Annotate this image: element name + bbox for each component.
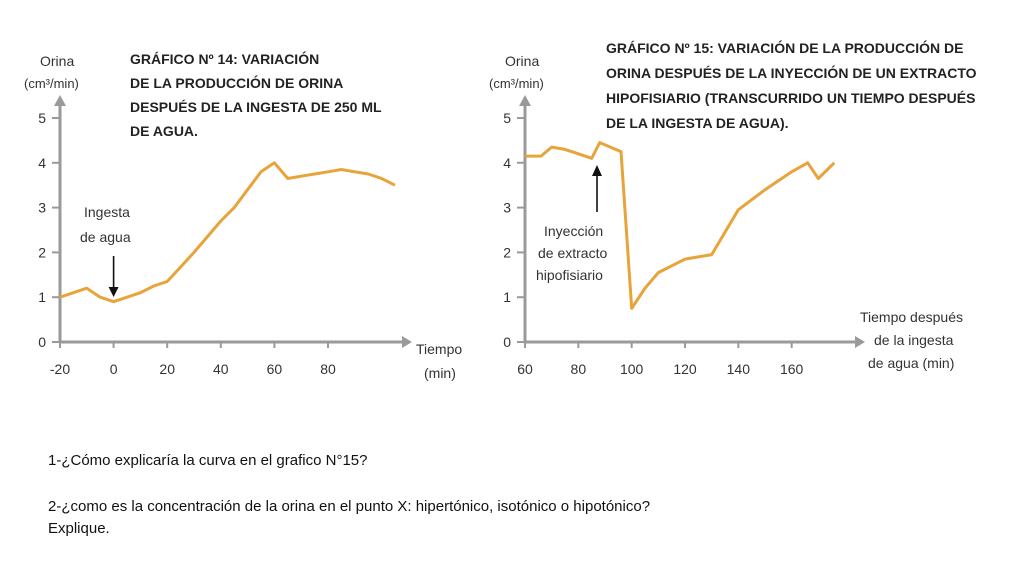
chart-14-title-line-4: DE AGUA. xyxy=(130,123,198,139)
chart-14-x-tick-label: 60 xyxy=(267,361,283,377)
chart-15-ylabel-line-1: Orina xyxy=(505,53,539,69)
chart-15-y-tick-label: 3 xyxy=(503,200,511,216)
chart-14-y-tick-label: 1 xyxy=(38,289,46,305)
chart-14-xlabel-line-1: Tiempo xyxy=(416,341,462,357)
chart-15-ylabel-line-2: (cm³/min) xyxy=(489,76,544,91)
chart-15-y-tick-label: 0 xyxy=(503,334,511,350)
chart-14-title-line-1: GRÁFICO Nº 14: VARIACIÓN xyxy=(130,50,319,67)
chart-14-annotation-line-2: de agua xyxy=(80,229,131,245)
chart-15-annotation-arrowhead xyxy=(592,165,602,176)
chart-14-xlabel-line-2: (min) xyxy=(424,365,456,381)
chart-14-x-tick-label: 0 xyxy=(110,361,118,377)
chart-15-annotation-line-3: hipofisiario xyxy=(536,267,603,283)
chart-15-x-tick-label: 120 xyxy=(673,361,697,377)
chart-14-x-tick-label: 20 xyxy=(159,361,175,377)
chart-15-y-tick-label: 1 xyxy=(503,289,511,305)
chart-15-x-tick-label: 80 xyxy=(571,361,587,377)
question-2: 2-¿como es la concentración de la orina … xyxy=(48,498,651,515)
chart-15-title-line-2: ORINA DESPUÉS DE LA INYECCIÓN DE UN EXTR… xyxy=(606,64,977,81)
chart-15-x-tick-label: 140 xyxy=(727,361,751,377)
chart-14-annotation-arrowhead xyxy=(108,287,119,297)
chart-15-y-tick-label: 4 xyxy=(503,155,511,171)
chart-14-y-tick-label: 0 xyxy=(38,334,46,350)
chart-15-xlabel-line-1: Tiempo después xyxy=(860,309,963,325)
chart-14-y-axis-arrow xyxy=(54,95,66,106)
chart-15-x-tick-label: 100 xyxy=(620,361,644,377)
chart-14-y-tick-label: 2 xyxy=(38,244,46,260)
chart-14-y-tick-label: 4 xyxy=(38,155,46,171)
chart-14-title-line-2: DE LA PRODUCCIÓN DE ORINA xyxy=(130,74,343,91)
chart-15: GRÁFICO Nº 15: VARIACIÓN DE LA PRODUCCIÓ… xyxy=(489,39,977,377)
chart-15-y-tick-label: 5 xyxy=(503,110,511,126)
chart-14-x-tick-label: 40 xyxy=(213,361,229,377)
chart-14-title-line-3: DESPUÉS DE LA INGESTA DE 250 ML xyxy=(130,99,382,115)
chart-14-x-axis-arrow xyxy=(402,336,412,348)
chart-14-annotation-line-1: Ingesta xyxy=(84,204,130,220)
chart-15-x-tick-label: 60 xyxy=(517,361,533,377)
chart-15-title-line-4: DE LA INGESTA DE AGUA). xyxy=(606,115,789,131)
chart-15-xlabel-line-2: de la ingesta xyxy=(874,332,954,348)
question-1: 1-¿Cómo explicaría la curva en el grafic… xyxy=(48,452,368,469)
chart-15-xlabel-line-3: de agua (min) xyxy=(868,355,954,371)
chart-14-ylabel-line-2: (cm³/min) xyxy=(24,76,79,91)
chart-15-y-axis-arrow xyxy=(519,95,531,106)
chart-14-x-tick-label: 80 xyxy=(320,361,336,377)
chart-15-y-tick-label: 2 xyxy=(503,244,511,260)
question-2-continued: Explique. xyxy=(48,520,110,537)
chart-15-annotation-line-2: de extracto xyxy=(538,245,607,261)
chart-14-y-tick-label: 3 xyxy=(38,200,46,216)
chart-14-ylabel-line-1: Orina xyxy=(40,53,74,69)
chart-14: GRÁFICO Nº 14: VARIACIÓN DE LA PRODUCCIÓ… xyxy=(24,50,462,381)
chart-15-annotation-line-1: Inyección xyxy=(544,223,603,239)
chart-14-y-tick-label: 5 xyxy=(38,110,46,126)
chart-15-x-axis-arrow xyxy=(855,336,865,348)
chart-15-x-tick-label: 160 xyxy=(780,361,804,377)
chart-15-title-line-1: GRÁFICO Nº 15: VARIACIÓN DE LA PRODUCCIÓ… xyxy=(606,39,963,56)
chart-15-title-line-3: HIPOFISIARIO (TRANSCURRIDO UN TIEMPO DES… xyxy=(606,90,975,106)
chart-14-x-tick-label: -20 xyxy=(50,361,70,377)
chart-14-series-line xyxy=(59,161,396,304)
